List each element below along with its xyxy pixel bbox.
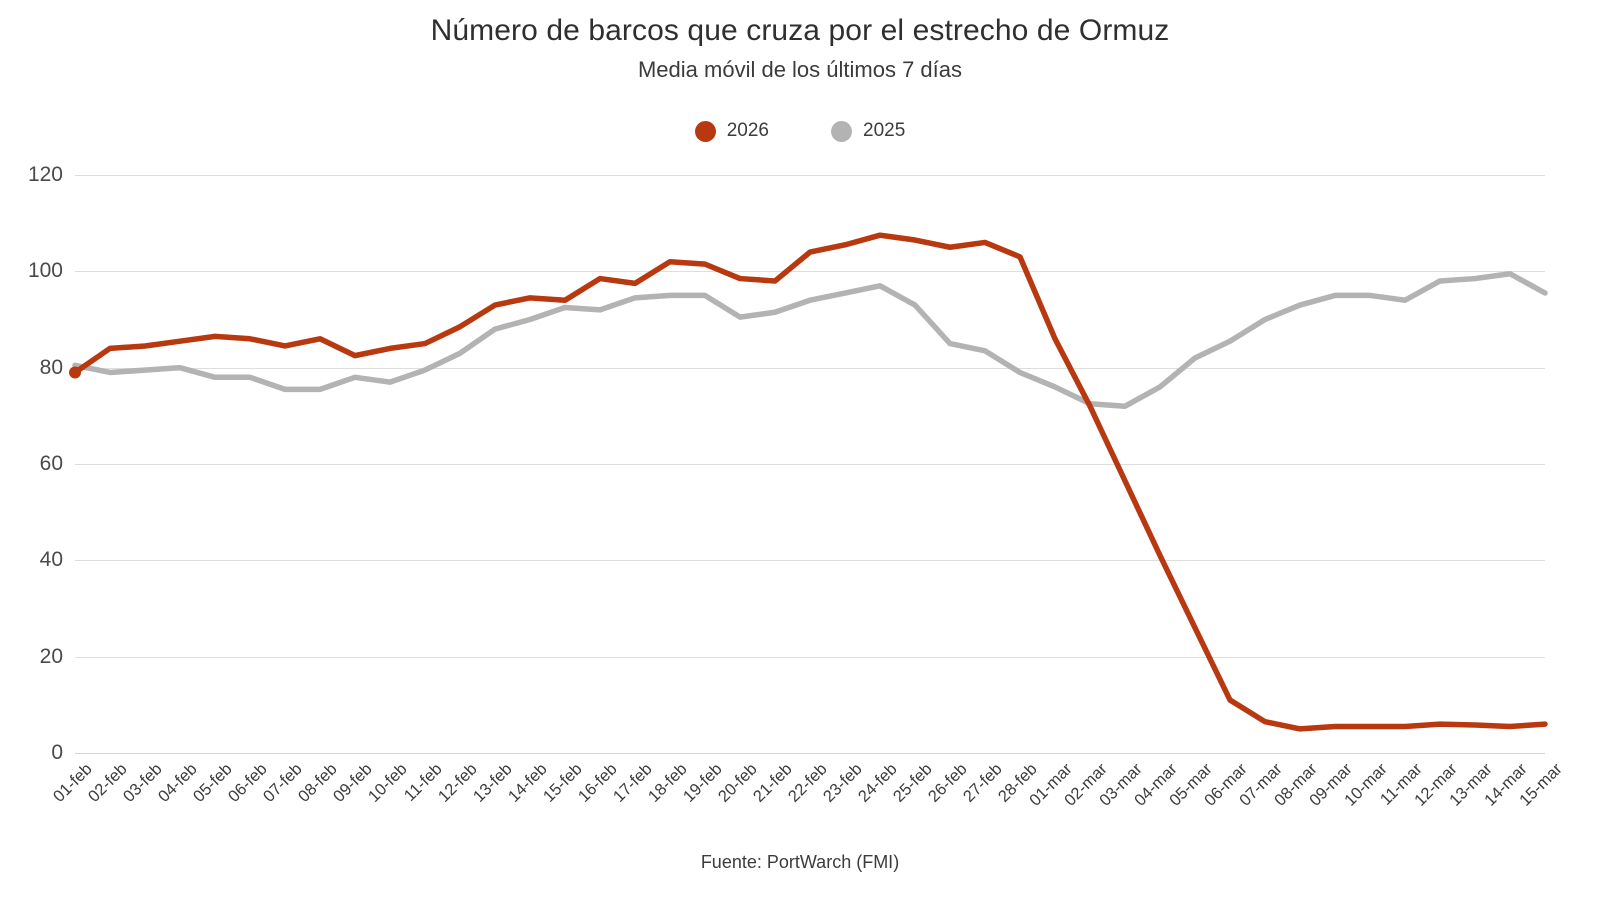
- plot-area: [69, 175, 1548, 754]
- x-axis-labels: 01-feb 02-feb 03-feb 04-feb 05-feb 06-feb 07-f…: [50, 760, 1566, 860]
- legend-item-2026[interactable]: 2026: [694, 120, 769, 142]
- y-tick-label: 0: [51, 741, 63, 764]
- gridline-0: [75, 753, 1545, 754]
- chart-subtitle: Media móvil de los últimos 7 días: [637, 57, 963, 82]
- legend-circle-icon: [831, 120, 852, 142]
- gridline-120: [75, 175, 1545, 176]
- gridline-20: [75, 656, 1545, 658]
- series-canvas: [69, 232, 1548, 732]
- data-point-marker: [69, 366, 81, 379]
- gridline-100: [75, 271, 1545, 273]
- gridline-40: [75, 560, 1545, 562]
- y-tick-label: 120: [27, 163, 63, 186]
- line-series-2026: [72, 232, 1548, 732]
- legend-label: 2025: [863, 120, 906, 141]
- y-tick-label: 20: [39, 644, 63, 668]
- legend-label: 2026: [726, 120, 769, 141]
- legend-circle-icon: [694, 120, 716, 142]
- y-tick-label: 40: [39, 548, 63, 572]
- page-title: Número de barcos que cruza por el estrec…: [430, 14, 1170, 47]
- gridline-80: [75, 367, 1545, 369]
- legend-item-2025[interactable]: 2025: [831, 120, 905, 142]
- source-caption: Fuente: PortWarch (FMI): [700, 852, 900, 872]
- gridline-60: [75, 464, 1545, 465]
- y-tick-label: 60: [39, 452, 63, 475]
- line-series-2025: [72, 270, 1548, 409]
- y-tick-label: 80: [39, 355, 63, 379]
- chart-legend: 2026 2025: [0, 120, 1600, 142]
- y-tick-label: 100: [27, 259, 63, 283]
